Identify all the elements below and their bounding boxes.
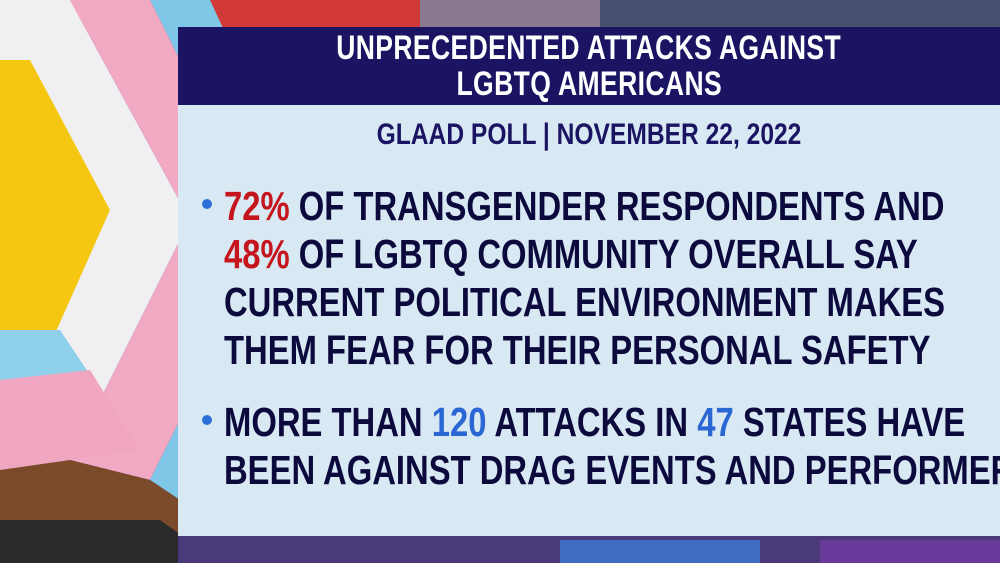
bullet-line: 72% OF TRANSGENDER RESPONDENTS AND — [224, 182, 944, 230]
bullet-line: THEM FEAR FOR THEIR PERSONAL SAFETY — [224, 327, 931, 373]
bullet-dot-icon — [202, 415, 212, 425]
bullet-dot-icon — [202, 199, 212, 209]
stat-states-count: 47 — [697, 399, 734, 445]
stat-attacks-count: 120 — [431, 399, 487, 445]
poll-source-subtitle: GLAAD POLL | NOVEMBER 22, 2022 — [376, 118, 802, 151]
info-panel: UNPRECEDENTED ATTACKS AGAINST LGBTQ AMER… — [178, 27, 1000, 536]
bullet-item-safety: 72% OF TRANSGENDER RESPONDENTS AND 48% O… — [196, 182, 996, 374]
stat-lgbtq-percent: 48% — [224, 231, 290, 277]
bullet-list: 72% OF TRANSGENDER RESPONDENTS AND 48% O… — [196, 182, 1000, 518]
bullet-text: OF TRANSGENDER RESPONDENTS AND — [289, 183, 945, 229]
bullet-text: ATTACKS IN — [486, 399, 698, 445]
stat-transgender-percent: 72% — [224, 183, 290, 229]
bullet-line: CURRENT POLITICAL ENVIRONMENT MAKES — [224, 279, 946, 325]
headline-line-2: LGBTQ AMERICANS — [456, 65, 722, 103]
bullet-text: OF LGBTQ COMMUNITY OVERALL SAY — [289, 231, 918, 277]
headline-line-1: UNPRECEDENTED ATTACKS AGAINST — [336, 29, 842, 67]
headline-banner: UNPRECEDENTED ATTACKS AGAINST LGBTQ AMER… — [178, 27, 1000, 105]
bullet-line: 48% OF LGBTQ COMMUNITY OVERALL SAY — [224, 230, 918, 278]
bullet-text: MORE THAN — [224, 399, 432, 445]
bullet-item-attacks: MORE THAN 120 ATTACKS IN 47 STATES HAVE … — [196, 398, 1000, 494]
bullet-line: MORE THAN 120 ATTACKS IN 47 STATES HAVE — [224, 398, 965, 446]
bullet-text: STATES HAVE — [733, 399, 966, 445]
bullet-line: BEEN AGAINST DRAG EVENTS AND PERFORMERS — [224, 447, 1000, 493]
